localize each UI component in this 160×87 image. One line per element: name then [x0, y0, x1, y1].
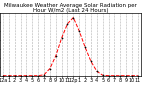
Text: Milwaukee Weather Average Solar Radiation per Hour W/m2 (Last 24 Hours): Milwaukee Weather Average Solar Radiatio… [4, 3, 137, 13]
